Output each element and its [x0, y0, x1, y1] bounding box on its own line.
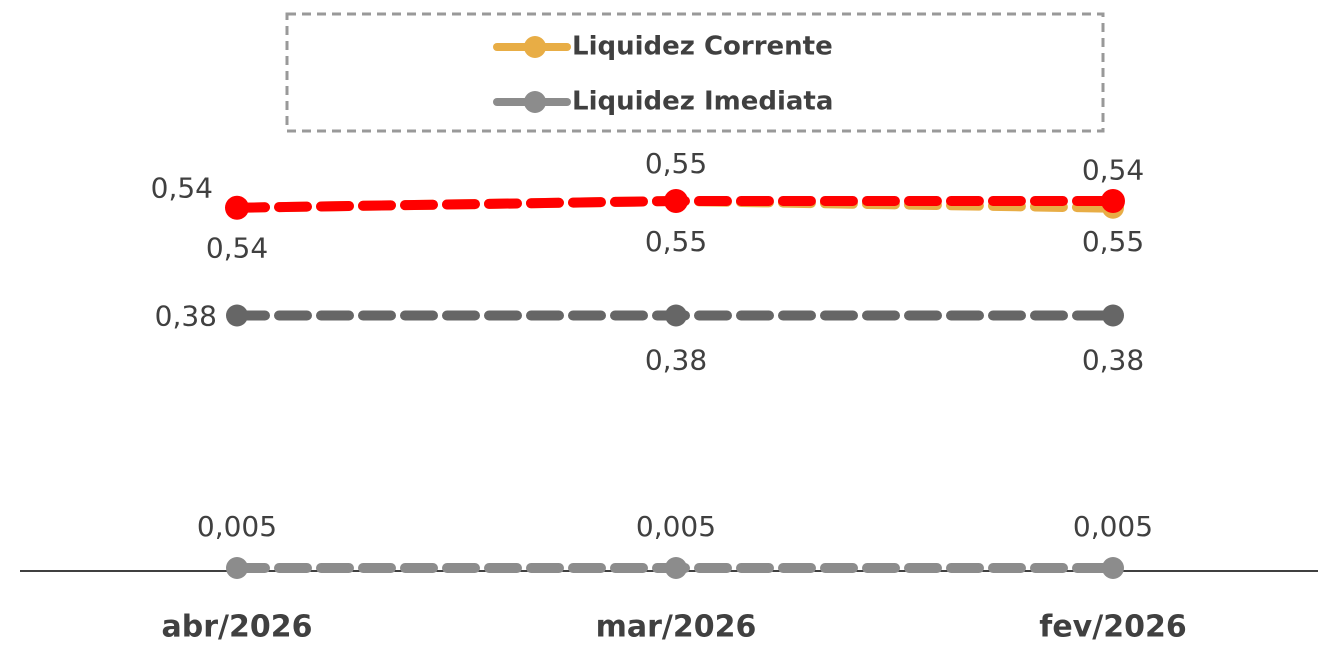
- data-label: 0,55: [645, 225, 707, 258]
- data-point: [664, 189, 688, 213]
- legend-marker: [524, 91, 546, 113]
- data-label: 0,55: [1082, 225, 1144, 258]
- data-point: [1101, 189, 1125, 213]
- x-tick-label: fev/2026: [1039, 610, 1186, 645]
- data-label: 0,38: [645, 343, 707, 376]
- data-point: [226, 304, 248, 327]
- x-tick-label: mar/2026: [596, 610, 757, 645]
- data-label: 0,005: [636, 510, 716, 543]
- data-label: 0,005: [197, 510, 277, 543]
- legend-label: Liquidez Imediata: [572, 87, 833, 117]
- data-label: 0,54: [1082, 154, 1144, 187]
- legend-box: [285, 12, 1105, 133]
- data-label: 0,54: [151, 172, 213, 205]
- data-label: 0,38: [155, 299, 217, 332]
- data-point: [1102, 557, 1124, 579]
- data-label: 0,005: [1073, 510, 1153, 543]
- data-label: 0,55: [645, 147, 707, 180]
- data-label: 0,54: [206, 232, 268, 265]
- x-tick-label: abr/2026: [162, 610, 313, 645]
- data-point: [225, 195, 249, 220]
- data-point: [665, 304, 687, 327]
- data-point: [665, 557, 687, 579]
- data-point: [226, 557, 248, 579]
- legend-label: Liquidez Corrente: [572, 32, 833, 62]
- data-label: 0,38: [1082, 343, 1144, 376]
- data-point: [1102, 304, 1124, 327]
- legend-marker: [524, 36, 546, 58]
